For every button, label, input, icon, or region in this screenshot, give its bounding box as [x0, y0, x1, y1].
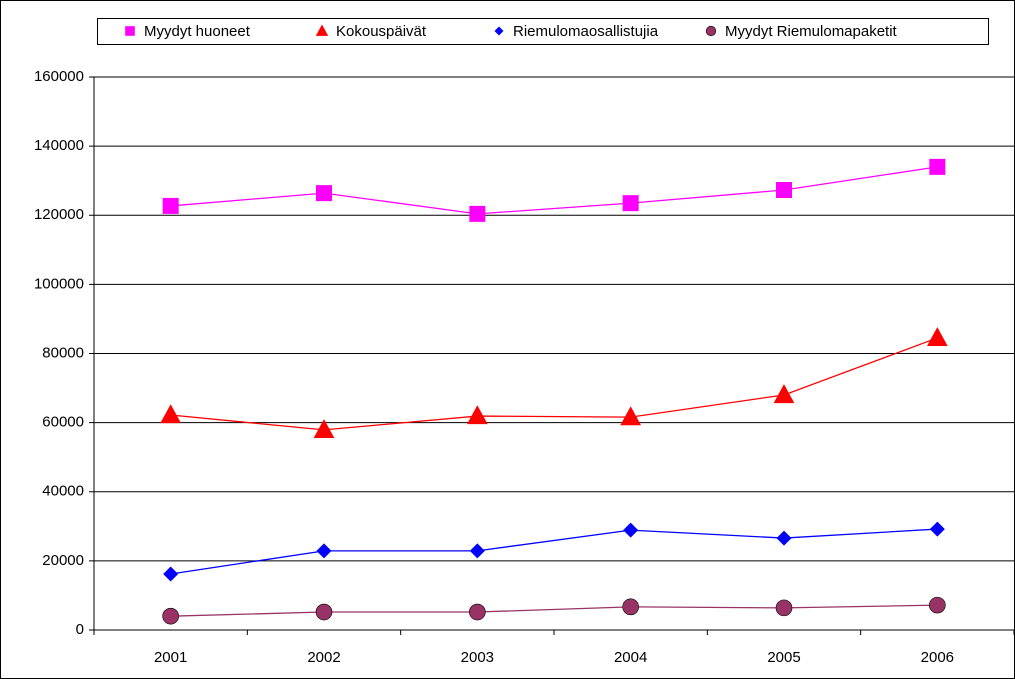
legend-label: Myydyt Riemulomapaketit — [725, 23, 898, 40]
marker — [622, 195, 639, 212]
y-tick-label: 60000 — [42, 414, 84, 431]
marker — [162, 197, 179, 214]
marker — [160, 404, 182, 424]
marker — [469, 603, 486, 621]
marker — [163, 566, 179, 582]
marker — [162, 607, 179, 625]
legend-swatch — [494, 26, 504, 36]
marker — [776, 182, 792, 199]
series-line — [170, 604, 938, 617]
marker — [466, 405, 488, 425]
marker — [929, 158, 946, 175]
legend-label: Kokouspäivät — [336, 23, 427, 40]
marker — [929, 521, 945, 537]
marker — [316, 185, 332, 202]
x-tick-label: 2002 — [307, 649, 340, 666]
legend-box — [97, 18, 989, 45]
legend-label: Riemulomaosallistujia — [513, 23, 659, 40]
series-line — [170, 337, 938, 431]
x-tick-label: 2005 — [767, 649, 800, 666]
x-tick-label: 2003 — [461, 649, 494, 666]
marker — [313, 419, 335, 438]
marker — [316, 543, 332, 559]
marker — [929, 596, 946, 614]
legend-swatch — [315, 24, 329, 36]
y-tick-label: 160000 — [34, 68, 84, 85]
marker — [776, 530, 792, 546]
legend-swatch — [125, 26, 135, 36]
y-tick-label: 40000 — [42, 483, 84, 500]
y-tick-label: 0 — [76, 621, 84, 638]
series-line — [170, 528, 938, 575]
marker — [775, 599, 793, 617]
marker — [620, 406, 642, 426]
legend-swatch — [705, 25, 717, 37]
y-tick-label: 80000 — [42, 344, 84, 361]
x-tick-label: 2006 — [921, 649, 954, 666]
y-tick-label: 100000 — [34, 275, 84, 292]
series-line — [170, 166, 938, 215]
marker — [315, 603, 333, 621]
marker — [623, 522, 639, 538]
marker — [926, 327, 948, 347]
y-tick-label: 120000 — [34, 206, 84, 223]
y-tick-label: 140000 — [34, 137, 84, 154]
marker — [773, 384, 795, 404]
marker — [469, 205, 486, 222]
marker — [469, 543, 485, 559]
marker — [622, 598, 639, 616]
x-tick-label: 2001 — [154, 649, 187, 666]
x-tick-label: 2004 — [614, 649, 647, 666]
legend-label: Myydyt huoneet — [144, 23, 251, 40]
y-tick-label: 20000 — [42, 552, 84, 569]
